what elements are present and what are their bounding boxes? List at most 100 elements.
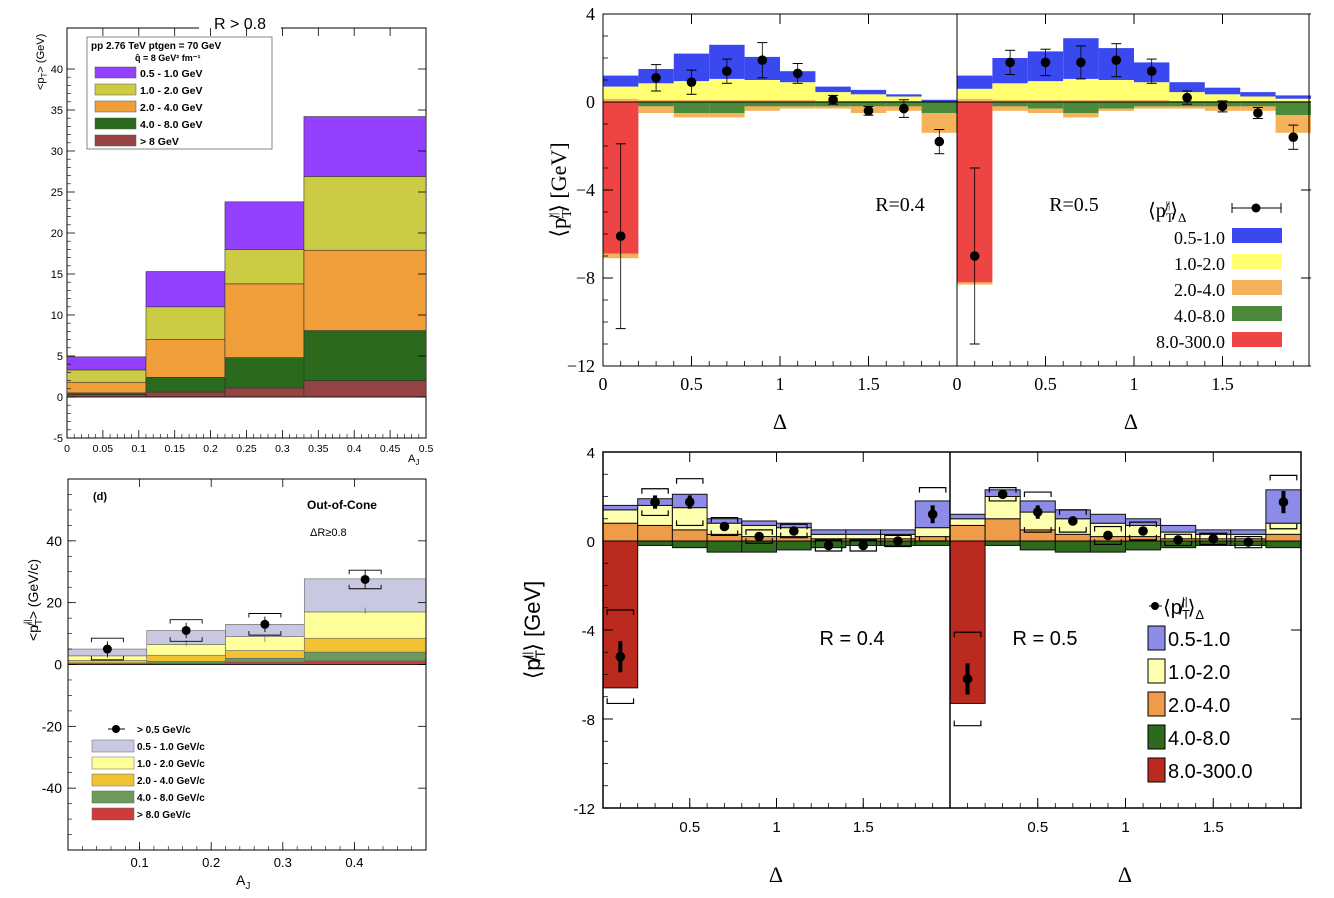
chart-d-sys-bracket xyxy=(641,488,669,494)
chart-d-bar-neg xyxy=(984,540,1021,546)
chart-b-bar-neg xyxy=(992,106,1028,111)
chart-c-sys-bracket xyxy=(348,569,382,575)
chart-b-bar-pos xyxy=(603,86,639,99)
chart-b-bar-pos xyxy=(850,94,887,101)
chart-a-xtick-label: 0.15 xyxy=(164,443,185,455)
chart-c-frame xyxy=(67,478,427,851)
chart-c-legend-swatch xyxy=(91,739,135,753)
chart-a-ytick-label: 25 xyxy=(51,187,63,199)
chart-b-point xyxy=(722,66,732,76)
chart-c-ytick-label: 40 xyxy=(46,533,62,549)
chart-a-bar xyxy=(224,387,305,398)
chart-d-sys-bracket xyxy=(1234,535,1263,542)
chart-b-bar-pos xyxy=(744,99,780,102)
chart-b-bar-neg xyxy=(815,106,851,109)
chart-d-sys-bracket xyxy=(884,541,912,548)
chart-b-legend-marker xyxy=(1251,203,1261,213)
chart-a-bar xyxy=(66,356,147,371)
chart-d-legend-label: 2.0-4.0 xyxy=(1168,695,1230,717)
chart-d-bar-pos xyxy=(741,520,777,526)
chart-d-sys-bracket xyxy=(1269,523,1298,530)
chart-b-bar-neg xyxy=(673,102,710,113)
chart-c-ytick-label: -40 xyxy=(42,780,62,796)
chart-d-legend: ⟨p̸T||⟩Δ 0.5-1.0 1.0-2.0 2.0-4.0 4.0-8.0 8.0… xyxy=(1147,596,1253,783)
chart-c-ylabel: <p̸T||> (GeV/c) xyxy=(22,559,45,641)
chart-b-bar-neg xyxy=(1027,102,1064,109)
chart-c-ytick-label: 20 xyxy=(46,595,62,611)
chart-c-xtick-label: 0.4 xyxy=(345,855,363,870)
chart-d-point xyxy=(1103,530,1113,541)
chart-a-bar xyxy=(303,116,427,177)
chart-b-point xyxy=(899,103,909,114)
chart-b-point xyxy=(651,73,661,83)
chart-c-legend-swatch xyxy=(91,790,135,804)
chart-b-bar-pos xyxy=(1275,100,1311,102)
chart-d-sys-bracket xyxy=(745,529,773,535)
chart-b-bar-pos xyxy=(709,78,745,100)
chart-b-bar-neg xyxy=(744,106,780,111)
chart-c-xtick-label: 0.2 xyxy=(202,855,220,870)
chart-b-bar-neg xyxy=(780,102,816,107)
chart-a-bar xyxy=(145,271,226,308)
chart-b-point xyxy=(1040,57,1051,68)
chart-c-bar xyxy=(146,654,226,662)
chart-a-xtick-label: 0.2 xyxy=(203,443,218,455)
chart-d-bar-pos xyxy=(845,529,882,535)
chart-d-xtick-label: 1 xyxy=(772,819,780,836)
chart-b-point xyxy=(1111,55,1122,65)
chart-d-legend-swatch xyxy=(1147,658,1166,684)
chart-b-bar-pos xyxy=(1063,78,1099,100)
chart-a-legend-header-2: q̂ = 8 GeV² fm⁻¹ xyxy=(135,53,201,63)
chart-d-bar-pos xyxy=(810,533,847,540)
chart-a-legend-swatch xyxy=(94,100,137,113)
chart-d-sys-bracket xyxy=(988,495,1017,502)
chart-b-ytick-label: −4 xyxy=(576,180,595,200)
chart-c-sys-bracket xyxy=(169,619,203,624)
chart-d-bar-neg xyxy=(1089,540,1127,553)
chart-b-bar-pos xyxy=(1063,99,1099,102)
chart-c-legend-swatch xyxy=(91,756,135,770)
chart-b-bar-pos xyxy=(1240,96,1276,101)
chart-d-bar-neg xyxy=(1265,540,1302,549)
chart-a-bar xyxy=(145,306,226,340)
chart-d-sys-bracket xyxy=(1129,534,1157,541)
chart-b-point xyxy=(863,106,874,116)
chart-b-point xyxy=(757,55,768,65)
chart-b-bar-neg xyxy=(1275,102,1311,116)
chart-d-xtick-label: 1.5 xyxy=(853,819,874,836)
chart-b-point xyxy=(1146,66,1157,76)
chart-d-bar-neg xyxy=(914,540,951,546)
chart-c-bar xyxy=(225,650,305,659)
chart-d-ytick-label: 4 xyxy=(587,445,595,462)
chart-c-legend-marker xyxy=(112,725,120,733)
chart-d-sys-bracket xyxy=(641,510,669,517)
chart-b-legend-title: ⟨p̸T||⟩Δ xyxy=(1148,199,1186,225)
chart-b-bar-pos xyxy=(780,82,816,100)
chart-b-bar-pos xyxy=(957,88,993,99)
chart-c-sys-bracket xyxy=(248,631,282,636)
chart-c-xtick-label: 0.1 xyxy=(131,855,149,870)
chart-b-xtick-label: 1.5 xyxy=(1211,374,1234,394)
chart-b-point xyxy=(969,251,980,261)
chart-a-bar xyxy=(303,249,427,331)
chart-d-xtick-label: 1.5 xyxy=(1203,819,1224,836)
chart-c-legend-marker-label: > 0.5 GeV/c xyxy=(137,725,191,736)
chart-b-xlabel-right: Δ xyxy=(1124,409,1138,434)
chart-b-point xyxy=(934,136,945,147)
chart-d-frame xyxy=(602,451,1302,809)
chart-a-xtick-label: 0.25 xyxy=(236,443,257,455)
chart-b-bar-pos xyxy=(921,99,957,102)
chart-b-frame xyxy=(602,13,1310,367)
chart-b-legend: ⟨p̸T||⟩Δ 0.5-1.0 1.0-2.0 2.0-4.0 4.0-8.0 8.0… xyxy=(1148,199,1282,352)
chart-a-bar xyxy=(66,381,147,394)
chart-a-title-bg xyxy=(199,12,281,34)
chart-b-bar-pos xyxy=(638,99,674,102)
chart-a-ytick-label: 0 xyxy=(57,392,63,404)
chart-d-xtick-label: 0.5 xyxy=(679,819,700,836)
chart-b-point xyxy=(1005,57,1015,68)
chart-b-bar-neg xyxy=(921,113,957,133)
chart-d-point xyxy=(858,540,869,551)
chart-d-ytick-label: -12 xyxy=(573,801,595,818)
chart-d-legend-swatch xyxy=(1147,625,1166,651)
